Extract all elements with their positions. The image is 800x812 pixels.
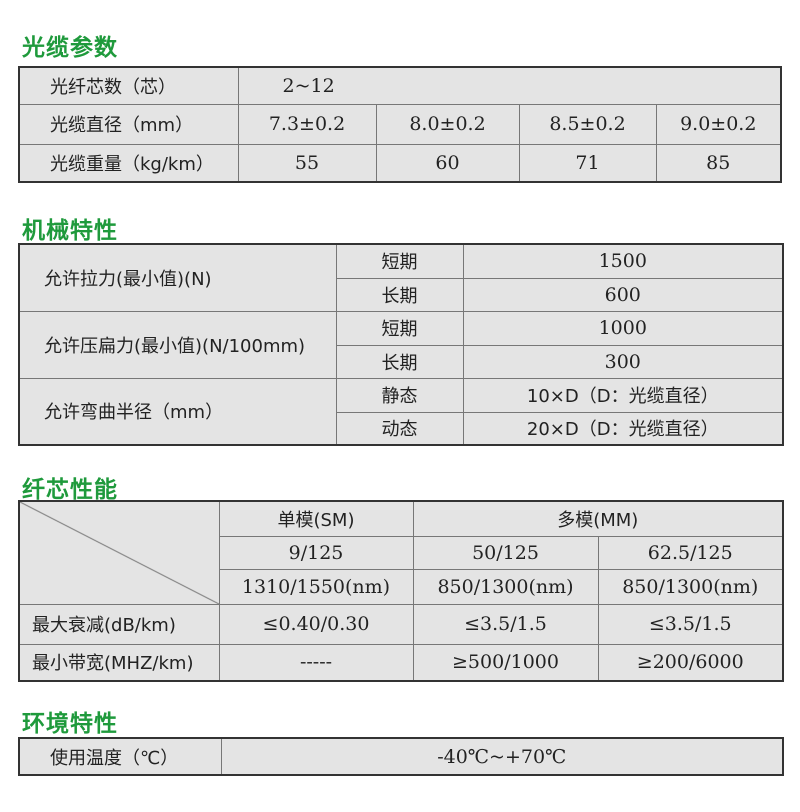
section-title-mech: 机械特性 (22, 218, 118, 244)
cell: 20×D（D：光缆直径） (462, 411, 784, 446)
label: 允许压扁力(最小值)(N/100mm) (18, 310, 337, 379)
cell: 300 (462, 344, 784, 379)
cell: -40℃~+70℃ (220, 737, 784, 776)
header-sm: 单模(SM) (218, 500, 414, 537)
cell: 9/125 (218, 535, 414, 570)
cell: ≤3.5/1.5 (412, 603, 599, 645)
cell: 短期 (335, 243, 464, 279)
cell: 850/1300(nm) (412, 568, 599, 605)
cell: 1000 (462, 310, 784, 346)
cell: 10×D（D：光缆直径） (462, 377, 784, 413)
cell: 动态 (335, 411, 464, 446)
cell: 9.0±0.2 (655, 103, 782, 145)
cell: ≥500/1000 (412, 643, 599, 682)
label: 允许拉力(最小值)(N) (18, 243, 337, 312)
cell: 85 (655, 143, 782, 183)
label: 光缆直径（mm） (18, 103, 239, 145)
cell: ----- (218, 643, 414, 682)
label: 光纤芯数（芯） (18, 66, 239, 105)
cell: ≤0.40/0.30 (218, 603, 414, 645)
label: 最大衰减(dB/km) (18, 603, 220, 645)
fiber-table: 单模(SM) 多模(MM) 9/125 50/125 62.5/125 1310/15… (18, 500, 785, 682)
cell: 55 (237, 143, 377, 183)
cell: ≥200/6000 (597, 643, 784, 682)
label: 光缆重量（kg/km） (18, 143, 239, 183)
cell: 静态 (335, 377, 464, 413)
cell: 1500 (462, 243, 784, 279)
cell: 短期 (335, 310, 464, 346)
diagonal-header-cell (18, 500, 220, 605)
cell: 50/125 (412, 535, 599, 570)
mech-table: 允许拉力(最小值)(N) 短期 1500 长期 600 允许压扁力(最小值)(N/10… (18, 243, 784, 446)
cell: 7.3±0.2 (237, 103, 377, 145)
value: 2~12 (237, 66, 782, 105)
cell: 600 (462, 277, 784, 312)
label: 使用温度（℃） (18, 737, 222, 776)
section-title-fiber: 纤芯性能 (22, 477, 118, 503)
section-title-cable: 光缆参数 (22, 35, 118, 61)
header-mm: 多模(MM) (412, 500, 784, 537)
section-title-env: 环境特性 (22, 711, 118, 737)
cell: 1310/1550(nm) (218, 568, 414, 605)
cell: 62.5/125 (597, 535, 784, 570)
cell: 8.5±0.2 (518, 103, 657, 145)
cell: 71 (518, 143, 657, 183)
cable-table: 光纤芯数（芯） 2~12 光缆直径（mm） 7.3±0.2 8.0±0.2 8.5±0.… (18, 66, 782, 183)
cell: 长期 (335, 344, 464, 379)
cell: ≤3.5/1.5 (597, 603, 784, 645)
cell: 长期 (335, 277, 464, 312)
label: 最小带宽(MHZ/km) (18, 643, 220, 682)
cell: 60 (375, 143, 520, 183)
env-table: 使用温度（℃） -40℃~+70℃ (18, 737, 784, 776)
label: 允许弯曲半径（mm） (18, 377, 337, 446)
cell: 8.0±0.2 (375, 103, 520, 145)
cell: 850/1300(nm) (597, 568, 784, 605)
